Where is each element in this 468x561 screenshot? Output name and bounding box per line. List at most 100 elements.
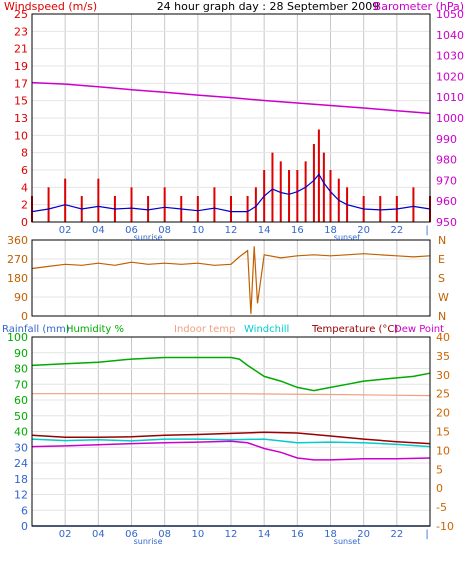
compass-tick-label: W [438,291,449,304]
rainfall-axis-label: Rainfall (mm) [2,324,70,335]
humidity-rain-tick-label: 6 [21,504,28,517]
x-tick-label: 10 [191,225,204,236]
x-tick-label: 02 [59,225,72,236]
temperature-legend-label: Temperature (°C) [311,324,398,335]
x-tick-label: 14 [258,225,271,236]
x-tick-label: 22 [390,225,403,236]
windspeed-tick-label: 8 [21,147,28,160]
humidity-rain-tick-label: 30 [14,441,28,454]
panel-frame [31,239,431,317]
windspeed-tick-label: 4 [21,181,28,194]
windspeed-tick-label: 19 [14,60,28,73]
direction-tick-label: 0 [21,310,28,323]
barometer-tick-label: 1040 [436,29,464,42]
panel-frame [31,336,431,527]
direction-tick-label: 180 [7,272,28,285]
windspeed-tick-label: 13 [14,112,28,125]
barometer-tick-label: 950 [436,216,457,229]
sunrise-label: sunrise [134,537,163,546]
x-tick-label: 02 [59,529,72,540]
x-tick-label: | [425,225,428,236]
temperature-tick-label: 25 [436,388,450,401]
windspeed-tick-label: 17 [14,77,28,90]
windspeed-tick-label: 6 [21,164,28,177]
humidity-rain-tick-label: 40 [14,426,28,439]
windspeed-tick-label: 25 [14,8,28,21]
barometer-axis-label: Barometer (hPa) [374,0,464,13]
x-tick-label: 06 [125,529,138,540]
temperature-tick-label: -5 [436,501,447,514]
barometer-tick-label: 980 [436,154,457,167]
temperature-line [31,431,431,445]
temperature-tick-label: 40 [436,331,450,344]
temperature-tick-label: 5 [436,463,443,476]
compass-tick-label: N [438,310,446,323]
humidity-rain-tick-label: 18 [14,473,28,486]
x-tick-label: 18 [324,529,337,540]
humidity-rain-tick-label: 100 [7,331,28,344]
humidity-rain-tick-label: 60 [14,394,28,407]
direction-tick-label: 270 [7,253,28,266]
graph-title: 24 hour graph day : 28 September 2009 [157,0,380,13]
wind-average-line [31,173,431,213]
temperature-tick-label: 35 [436,350,450,363]
windchill-legend-label: Windchill [244,324,289,335]
sunrise-label: sunrise [134,233,163,242]
panel-frame [31,13,431,223]
direction-tick-label: 90 [14,291,28,304]
humidity-rain-tick-label: 70 [14,378,28,391]
x-tick-label: 22 [390,529,403,540]
x-tick-label: 18 [324,225,337,236]
barometer-tick-label: 960 [436,195,457,208]
temperature-tick-label: 10 [436,444,450,457]
x-tick-label: | [425,529,428,540]
x-tick-label: 10 [191,529,204,540]
x-tick-label: 06 [125,225,138,236]
barometer-tick-label: 1010 [436,91,464,104]
x-tick-label: 08 [158,529,171,540]
compass-tick-label: E [438,253,445,266]
humidity-rain-tick-label: 24 [14,457,28,470]
windspeed-tick-label: 15 [14,95,28,108]
barometer-tick-label: 990 [436,133,457,146]
barometer-tick-label: 970 [436,174,457,187]
humidity-rain-tick-label: 80 [14,363,28,376]
windspeed-tick-label: 10 [14,129,28,142]
x-tick-label: 20 [357,225,370,236]
x-tick-label: 16 [291,225,304,236]
humidity-rain-tick-label: 0 [21,520,28,533]
humidity-rain-tick-label: 12 [14,489,28,502]
indoor-legend-label: Indoor temp [174,324,235,335]
windspeed-axis-label: Windspeed (m/s) [4,0,97,13]
temperature-tick-label: 30 [436,369,450,382]
x-tick-label: 20 [357,529,370,540]
dewpoint-line [31,440,431,461]
temperature-tick-label: 15 [436,426,450,439]
direction-tick-label: 360 [7,234,28,247]
indoor-temp-line [32,393,431,397]
windspeed-tick-label: 0 [21,216,28,229]
barometer-tick-label: 1030 [436,50,464,63]
windspeed-tick-label: 2 [21,199,28,212]
barometer-tick-label: 1020 [436,70,464,83]
humidity-rain-tick-label: 50 [14,410,28,423]
humidity-rain-tick-label: 90 [14,347,28,360]
dewpoint-legend-label: Dew Point [394,324,444,335]
barometer-line [31,81,431,115]
barometer-tick-label: 1000 [436,112,464,125]
sunset-label: sunset [334,233,361,242]
compass-tick-label: S [438,272,445,285]
temperature-tick-label: 0 [436,482,443,495]
windspeed-tick-label: 21 [14,43,28,56]
x-tick-label: 14 [258,529,271,540]
windchill-line [31,438,431,448]
compass-tick-label: N [438,234,446,247]
wind-direction-line [31,246,431,314]
temperature-tick-label: 20 [436,407,450,420]
x-tick-label: 12 [225,225,238,236]
x-tick-label: 04 [92,225,105,236]
windspeed-tick-label: 23 [14,25,28,38]
temperature-tick-label: -10 [436,520,454,533]
x-tick-label: 04 [92,529,105,540]
